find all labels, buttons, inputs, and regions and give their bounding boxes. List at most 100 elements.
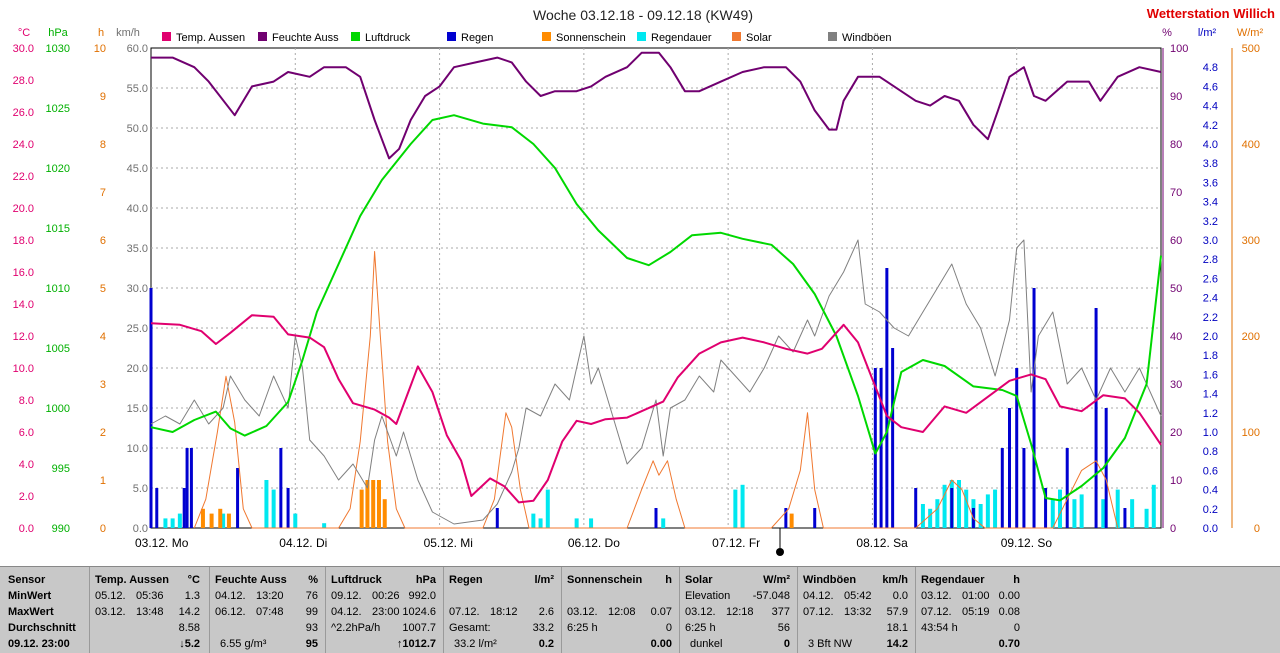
left-axis-tick: 3 (100, 379, 106, 391)
bar-regendauer (545, 489, 550, 528)
bar-sonnenschein (209, 513, 214, 528)
row-time: 13:20 (256, 590, 284, 602)
sensor-row-label: MinWert (8, 590, 52, 602)
left-axis-tick: 10.0 (127, 443, 148, 455)
bar-regendauer (993, 489, 998, 528)
row-value: 0.00 (998, 590, 1020, 602)
current-extra: 33.2 l/m² (454, 638, 497, 650)
bar-regen (286, 488, 290, 528)
right-axis-tick: 3.4 (1203, 197, 1218, 209)
x-axis-label: 07.12. Fr (712, 536, 760, 550)
bar-regen (1000, 448, 1004, 528)
left-axis-tick: 2 (100, 427, 106, 439)
left-axis-tick: 45.0 (127, 163, 148, 175)
right-axis-tick: 30 (1170, 379, 1182, 391)
left-axis-tick: 7 (100, 187, 106, 199)
right-axis-tick: 20 (1170, 427, 1182, 439)
bar-regendauer (1072, 499, 1077, 528)
bar-regendauer (177, 513, 182, 528)
bar-regen (1008, 408, 1011, 528)
row-date: ^2.2hPa/h (331, 622, 381, 634)
bar-regen (155, 488, 159, 528)
column-unit: h (1013, 574, 1020, 586)
bar-regen (784, 508, 788, 528)
series-line-solar (193, 251, 1119, 529)
legend-swatch (351, 32, 360, 41)
left-axis-tick: 1005 (46, 343, 70, 355)
row-value: 99 (305, 606, 318, 618)
right-axis-tick: 100 (1170, 43, 1188, 55)
left-axis-unit: h (98, 27, 104, 39)
left-axis-tick: 30.0 (127, 283, 148, 295)
bar-regendauer (170, 518, 175, 528)
series-line-windben (150, 239, 1162, 525)
bar-regendauer (740, 484, 745, 528)
bar-regen (279, 448, 283, 528)
row-date: 03.12. (685, 606, 716, 618)
right-axis-tick: 1.6 (1203, 369, 1218, 381)
row-time: 23:00 (372, 606, 400, 618)
bar-regen (891, 348, 895, 528)
left-axis-tick: 1 (100, 475, 106, 487)
bar-regen (1094, 308, 1098, 528)
stats-column: Solar W/m² Elevation -57.048 03.12. 12:18 377 6… (679, 567, 796, 653)
current-extra: 6.55 g/m³ (220, 638, 267, 650)
chart-svg: Woche 03.12.18 - 09.12.18 (KW49) Wetterst… (13, 6, 1275, 556)
legend-label: Feuchte Auss (272, 32, 339, 44)
legend-label: Regendauer (651, 32, 712, 44)
series-line-luftdruck (150, 114, 1162, 502)
row-time: 05:36 (136, 590, 164, 602)
stats-table: Sensor MinWert MaxWert Durchschnitt 09.12. 2… (0, 566, 1280, 653)
right-axis-tick: 0.4 (1203, 485, 1218, 497)
right-axis-tick: 10 (1170, 475, 1182, 487)
right-axis-tick: 4.8 (1203, 62, 1218, 74)
row-value: 56 (777, 622, 790, 634)
column-unit: l/m² (534, 574, 554, 586)
row-date: 03.12. (567, 606, 598, 618)
legend-swatch (637, 32, 646, 41)
bar-sonnenschein (382, 499, 387, 528)
row-date: 43:54 h (921, 622, 958, 634)
left-axis-tick: 8.0 (19, 395, 34, 407)
bar-sonnenschein (371, 480, 376, 528)
x-axis-label: 03.12. Mo (135, 536, 189, 550)
row-date: 03.12. (95, 606, 126, 618)
right-axis-tick: 2.8 (1203, 254, 1218, 266)
bar-regendauer (221, 513, 226, 528)
right-axis-tick: 2.2 (1203, 312, 1218, 324)
bar-regen (1104, 408, 1108, 528)
x-axis-label: 04.12. Di (279, 536, 327, 550)
bar-regendauer (589, 518, 594, 528)
right-axis-tick: 3.2 (1203, 216, 1218, 228)
current-extra: dunkel (690, 638, 723, 650)
bar-regendauer (1144, 508, 1149, 528)
stats-column: Feuchte Auss% 04.12. 13:20 76 06.12. 07:48 99 9… (209, 567, 324, 653)
bar-sonnenschein (365, 480, 370, 528)
left-axis-tick: 5.0 (133, 483, 148, 495)
row-value: 1007.7 (402, 622, 436, 634)
right-axis-tick: 3.8 (1203, 158, 1218, 170)
bar-regen (914, 488, 918, 528)
right-axis-tick: 4.2 (1203, 120, 1218, 132)
bar-regendauer (271, 489, 276, 528)
bar-sonnenschein (376, 480, 381, 528)
left-axis-tick: 28.0 (13, 75, 34, 87)
bar-regendauer (322, 523, 327, 528)
row-date: 07.12. (803, 606, 834, 618)
bar-regendauer (293, 513, 298, 528)
stats-column: Regendauer h 03.12. 01:00 0.00 07.12. 05:19 0.0… (915, 567, 1026, 653)
right-axis-tick: 0 (1170, 523, 1176, 535)
left-axis-tick: 5 (100, 283, 106, 295)
row-date: Elevation (685, 590, 731, 602)
bar-regendauer (928, 508, 933, 528)
stats-column: Regen l/m² 07.12. 18:12 2.6 Gesamt: 33.2 33.2 l… (443, 567, 560, 653)
right-axis-tick: 3.6 (1203, 177, 1218, 189)
left-axis-tick: 50.0 (127, 123, 148, 135)
legend-swatch (258, 32, 267, 41)
legend-label: Luftdruck (365, 32, 411, 44)
bar-regendauer (163, 518, 168, 528)
column-title: Luftdruck (331, 574, 382, 586)
row-date: 04.12. (215, 590, 246, 602)
row-time: 12:08 (608, 606, 636, 618)
current-value: 0.70 (998, 638, 1020, 650)
